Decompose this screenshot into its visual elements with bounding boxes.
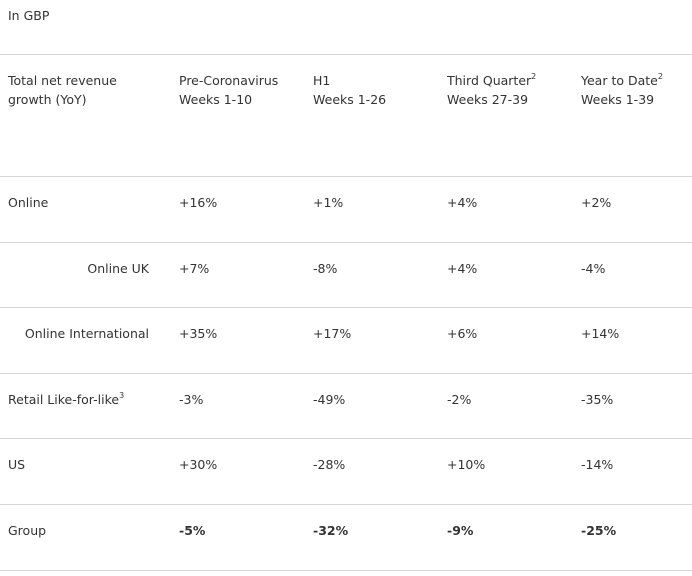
table-row-retail-lfl: Retail Like-for-like3 -3% -49% -2% -35% xyxy=(0,374,692,440)
cell-value: +7% xyxy=(179,260,210,276)
cell-value: -32% xyxy=(313,522,349,538)
header-col-title: Pre-Coronavirus xyxy=(179,73,279,88)
header-year-to-date: Year to Date2 Weeks 1-39 xyxy=(581,71,663,109)
header-col-title: Third Quarter xyxy=(447,73,532,88)
cell-value: -49% xyxy=(313,391,346,407)
cell-value: -2% xyxy=(447,391,472,407)
cell-value: -5% xyxy=(179,522,206,538)
cell-value: -35% xyxy=(581,391,614,407)
table-row-online-international: Online International +35% +17% +6% +14% xyxy=(0,308,692,374)
table-header-row: Total net revenue growth (YoY) Pre-Coron… xyxy=(0,55,692,177)
cell-value: +35% xyxy=(179,326,218,342)
cell-value: +30% xyxy=(179,457,218,473)
table-row-online: Online +16% +1% +4% +2% xyxy=(0,177,692,243)
cell-value: -9% xyxy=(447,522,474,538)
cell-value: +4% xyxy=(447,195,478,210)
cell-value: +10% xyxy=(447,457,486,473)
cell-value: -14% xyxy=(581,457,614,473)
header-pre-coronavirus: Pre-Coronavirus Weeks 1-10 xyxy=(179,71,278,109)
cell-value: +6% xyxy=(447,326,478,342)
row-label: Group xyxy=(8,522,47,538)
cell-value: +17% xyxy=(313,326,352,342)
footnote-marker: 2 xyxy=(657,71,663,81)
header-col-title: Year to Date xyxy=(581,73,658,88)
row-label-wrap: Retail Like-for-like3 xyxy=(8,390,124,409)
header-col-weeks: Weeks 1-10 xyxy=(179,92,253,107)
table-row-us: US +30% -28% +10% -14% xyxy=(0,439,692,505)
header-third-quarter: Third Quarter2 Weeks 27-39 xyxy=(447,71,536,109)
cell-value: -8% xyxy=(313,260,338,276)
footnote-marker: 2 xyxy=(531,71,537,81)
footnote-marker: 3 xyxy=(119,390,125,400)
cell-value: +4% xyxy=(447,260,478,276)
header-metric-line2: growth (YoY) xyxy=(8,92,87,107)
row-label: Online xyxy=(8,195,49,210)
revenue-growth-table: Total net revenue growth (YoY) Pre-Coron… xyxy=(0,54,692,571)
table-row-group: Group -5% -32% -9% -25% xyxy=(0,505,692,571)
row-label: Online UK xyxy=(87,260,149,276)
header-h1: H1 Weeks 1-26 xyxy=(313,71,386,109)
row-label: Retail Like-for-like xyxy=(8,391,120,407)
cell-value: -28% xyxy=(313,457,346,473)
unit-label: In GBP xyxy=(8,8,50,23)
row-label: US xyxy=(8,457,26,473)
table-row-online-uk: Online UK +7% -8% +4% -4% xyxy=(0,243,692,309)
cell-value: +14% xyxy=(581,326,620,342)
header-col-weeks: Weeks 27-39 xyxy=(447,92,529,107)
cell-value: +2% xyxy=(581,195,612,210)
header-metric-line1: Total net revenue xyxy=(8,73,117,88)
cell-value: -3% xyxy=(179,391,204,407)
header-col-weeks: Weeks 1-26 xyxy=(313,92,387,107)
cell-value: -25% xyxy=(581,522,617,538)
cell-value: -4% xyxy=(581,260,606,276)
header-metric: Total net revenue growth (YoY) xyxy=(8,71,117,109)
header-col-title: H1 xyxy=(313,73,331,88)
cell-value: +1% xyxy=(313,195,344,210)
cell-value: +16% xyxy=(179,195,218,210)
header-col-weeks: Weeks 1-39 xyxy=(581,92,655,107)
row-label: Online International xyxy=(24,326,149,342)
